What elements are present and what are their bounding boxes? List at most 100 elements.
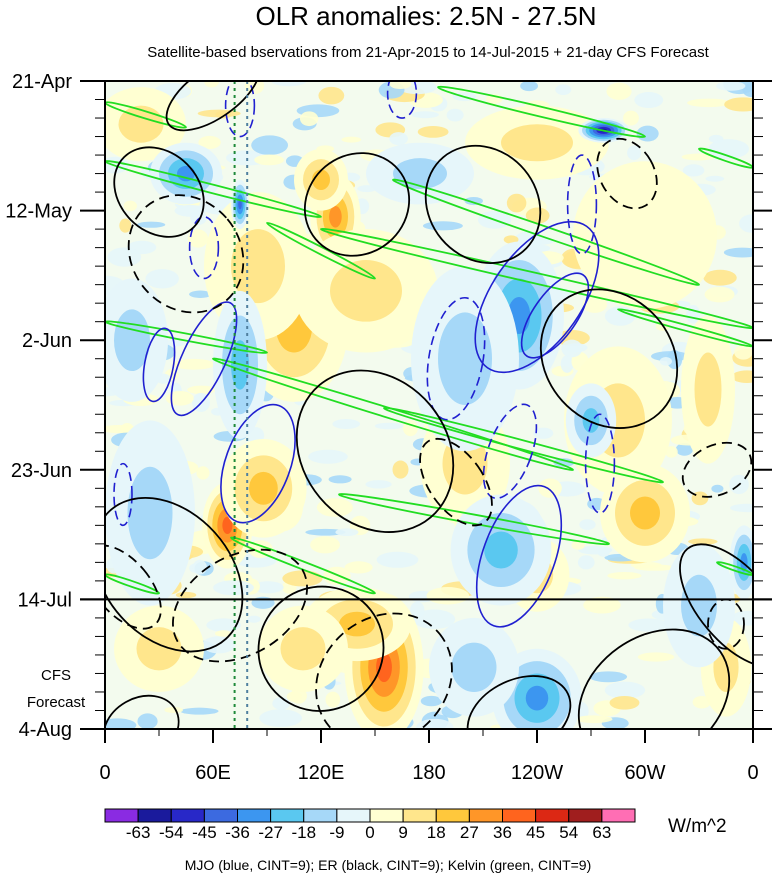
x-tick-label: 120W xyxy=(511,762,563,784)
anomaly-patch xyxy=(692,695,711,709)
er-contour xyxy=(596,137,658,210)
anomaly-patch xyxy=(344,561,373,574)
anomaly-blob xyxy=(238,199,242,210)
colorbar-label: -54 xyxy=(159,823,184,842)
anomaly-patch xyxy=(623,110,639,126)
forecast-label-cfs: CFS xyxy=(41,667,71,684)
er-contour xyxy=(419,437,493,527)
anomaly-patch xyxy=(686,305,701,324)
er-contour xyxy=(165,81,261,132)
colorbar-label: 36 xyxy=(493,823,512,842)
er-contour xyxy=(105,497,244,653)
er-contour xyxy=(679,543,753,668)
y-tick-label: 4-Aug xyxy=(19,719,72,741)
x-tick-label: 60W xyxy=(624,762,665,784)
anomaly-patch xyxy=(376,551,419,568)
anomaly-patch xyxy=(374,422,404,430)
anomaly-patch xyxy=(560,355,574,373)
colorbar-swatch xyxy=(137,808,172,823)
anomaly-patch xyxy=(659,356,672,366)
mjo-contour xyxy=(584,413,616,514)
anomaly-patch xyxy=(189,290,212,298)
colorbar-label: -36 xyxy=(225,823,250,842)
anomaly-patch xyxy=(708,139,749,159)
anomaly-patch xyxy=(192,559,207,575)
anomaly-patch xyxy=(723,247,753,258)
y-tick-label: 2-Jun xyxy=(22,330,72,352)
colorbar-label: 0 xyxy=(365,823,374,842)
anomaly-patch xyxy=(332,419,361,429)
anomaly-patch xyxy=(325,691,341,708)
er-contour xyxy=(105,544,162,630)
anomaly-patch xyxy=(105,718,137,729)
colorbar: -63 -54 -45 -36 -27 -18 -9 0 9 18 27 36 45 54 63 xyxy=(104,808,636,842)
forecast-label-forecast: Forecast xyxy=(27,694,86,711)
mjo-contour xyxy=(224,81,256,138)
anomaly-blob xyxy=(501,124,573,162)
kelvin-contour xyxy=(320,227,753,330)
er-contour xyxy=(315,612,453,729)
anomaly-patch xyxy=(328,475,352,484)
anomaly-blob xyxy=(249,471,278,505)
anomaly-patch xyxy=(165,390,194,406)
anomaly-patch xyxy=(252,581,284,594)
anomaly-patch xyxy=(214,630,232,637)
anomaly-patch xyxy=(555,84,572,95)
footnote: MJO (blue, CINT=9); ER (black, CINT=9); … xyxy=(185,857,592,873)
er-contour xyxy=(466,675,572,729)
anomaly-patch xyxy=(724,97,753,112)
anomaly-blob xyxy=(339,611,375,637)
anomaly-patch xyxy=(637,652,675,662)
mjo-contour xyxy=(142,327,176,403)
colorbar-label: 63 xyxy=(592,823,611,842)
anomaly-patch xyxy=(196,466,210,480)
anomaly-patch xyxy=(426,587,470,605)
mjo-contour xyxy=(426,296,486,421)
anomaly-patch xyxy=(582,295,608,313)
kelvin-contour xyxy=(437,85,646,138)
anomaly-blob xyxy=(694,352,722,427)
anomaly-patch xyxy=(180,707,219,715)
colorbar-swatch xyxy=(535,808,570,823)
anomaly-patch xyxy=(251,135,289,156)
anomaly-patch xyxy=(248,540,273,559)
anomaly-patch xyxy=(198,135,221,149)
colorbar-label: -18 xyxy=(291,823,316,842)
anomaly-field xyxy=(105,81,753,729)
anomaly-patch xyxy=(119,218,132,233)
anomaly-patch xyxy=(137,713,158,729)
anomaly-patch xyxy=(607,572,642,580)
er-contour xyxy=(303,152,411,257)
anomaly-patch xyxy=(341,136,362,143)
anomaly-blob xyxy=(573,161,717,310)
kelvin-contour xyxy=(105,573,160,595)
anomaly-patch xyxy=(606,82,632,100)
colorbar-label: 45 xyxy=(526,823,545,842)
anomaly-patch xyxy=(575,715,613,724)
anomaly-patch xyxy=(316,498,353,517)
colorbar-swatch xyxy=(502,808,537,823)
er-contour xyxy=(424,144,542,264)
anomaly-patch xyxy=(503,235,519,244)
colorbar-units: W/m^2 xyxy=(668,816,727,837)
anomaly-patch xyxy=(627,145,642,161)
anomaly-patch xyxy=(305,528,346,536)
x-tick-label: 0 xyxy=(99,762,110,784)
chart-title: OLR anomalies: 2.5N - 27.5N xyxy=(255,1,596,31)
x-tick-label: 180 xyxy=(412,762,445,784)
mjo-contour xyxy=(520,272,590,359)
kelvin-contour xyxy=(617,308,753,348)
y-tick-label: 12-May xyxy=(5,201,72,223)
anomaly-patch xyxy=(553,458,575,467)
anomaly-patch xyxy=(206,618,241,632)
anomaly-patch xyxy=(172,358,216,370)
anomaly-patch xyxy=(520,81,538,92)
anomaly-blob xyxy=(681,574,717,637)
anomaly-patch xyxy=(682,164,705,177)
er-contour xyxy=(295,369,455,533)
colorbar-label: -9 xyxy=(329,823,344,842)
anomaly-patch xyxy=(506,193,527,213)
anomaly-blob xyxy=(222,516,233,534)
anomaly-patch xyxy=(187,385,216,395)
anomaly-patch xyxy=(204,81,220,88)
